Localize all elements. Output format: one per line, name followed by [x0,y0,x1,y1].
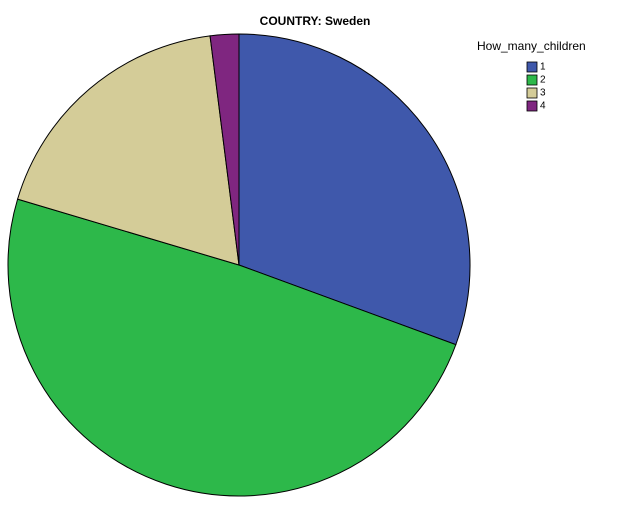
legend-swatch [526,87,538,99]
pie-slice [7,198,457,497]
legend-title: How_many_children [477,39,586,53]
legend-label: 3 [540,88,546,99]
legend-swatch [526,100,538,112]
legend-label: 4 [540,101,546,112]
pie-slice [238,33,471,346]
pie-slice [209,33,240,266]
legend-label: 1 [540,62,546,73]
pie-slice [16,35,240,266]
chart-title: COUNTRY: Sweden [260,14,371,28]
legend-swatch [526,74,538,86]
legend-swatch [526,61,538,73]
legend-label: 2 [540,75,546,86]
